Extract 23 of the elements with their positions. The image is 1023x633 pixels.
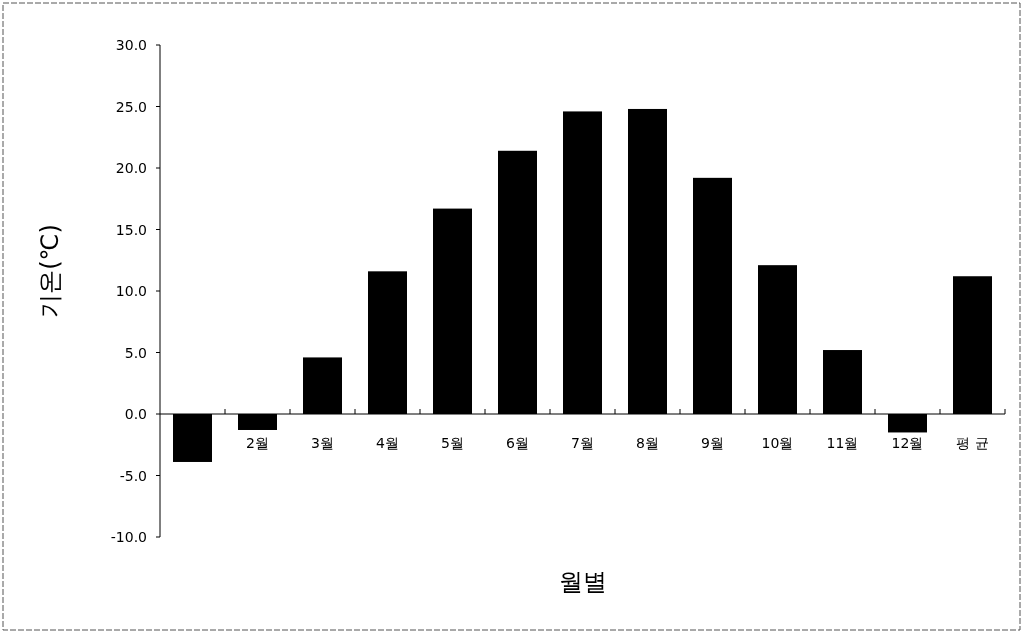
y-tick-label: 5.0 <box>124 344 147 361</box>
x-tick-label: 7월 <box>571 435 594 451</box>
x-axis-title: 월별 <box>558 568 607 596</box>
x-tick-label: 11월 <box>826 435 859 451</box>
x-tick-label: 5월 <box>441 435 464 451</box>
y-tick-label: 25.0 <box>115 98 147 115</box>
y-tick-label: -10.0 <box>110 529 147 545</box>
x-tick-label: 2월 <box>246 435 269 451</box>
x-tick-label: 8월 <box>636 435 659 451</box>
y-tick-label: 15.0 <box>115 221 147 238</box>
x-tick-label: 10월 <box>761 435 794 451</box>
y-axis-title: 기온(℃) <box>36 224 64 318</box>
y-tick-label: 30.0 <box>115 37 147 53</box>
y-tick-label: 0.0 <box>124 406 147 422</box>
y-tick-label: -5.0 <box>119 467 147 484</box>
y-tick-label: 20.0 <box>115 160 147 176</box>
x-tick-label: 3월 <box>311 435 334 451</box>
x-tick-label: 9월 <box>701 435 724 451</box>
x-tick-label: 평 균 <box>956 435 989 451</box>
x-tick-label: 4월 <box>376 435 399 451</box>
y-tick-label: 10.0 <box>115 283 147 299</box>
x-tick-label: 12월 <box>891 435 924 451</box>
x-tick-label: 6월 <box>506 435 529 451</box>
